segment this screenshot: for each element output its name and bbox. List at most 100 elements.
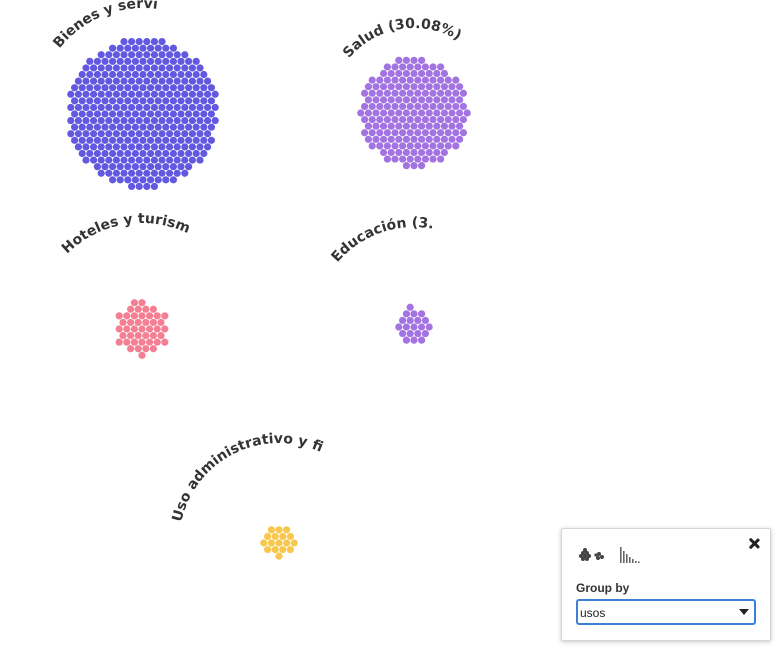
dot <box>158 143 165 150</box>
dot <box>117 150 124 157</box>
dot <box>403 136 410 143</box>
group-by-value: usos <box>580 606 605 620</box>
dot <box>98 91 105 98</box>
dot <box>452 76 459 83</box>
dot <box>287 533 294 540</box>
dot <box>117 97 124 104</box>
dot <box>275 526 282 533</box>
dot <box>426 136 433 143</box>
dot <box>403 323 410 330</box>
dot <box>170 163 177 170</box>
dot <box>135 332 142 339</box>
dot <box>113 104 120 111</box>
dot <box>181 170 188 177</box>
dot <box>67 117 74 124</box>
dot <box>456 123 463 130</box>
dot <box>79 97 86 104</box>
dot <box>119 319 126 326</box>
dot <box>117 58 124 65</box>
dot <box>410 96 417 103</box>
dot <box>410 337 417 344</box>
dot <box>161 312 168 319</box>
dot <box>128 156 135 163</box>
dot <box>384 155 391 162</box>
dot <box>158 64 165 71</box>
dot <box>441 123 448 130</box>
dot <box>441 136 448 143</box>
dot <box>151 64 158 71</box>
dot <box>403 70 410 77</box>
dot <box>422 116 429 123</box>
dot <box>79 150 86 157</box>
dot <box>124 58 131 65</box>
dot <box>143 143 150 150</box>
dot <box>388 109 395 116</box>
dot <box>132 84 139 91</box>
dot <box>136 38 143 45</box>
dot <box>162 58 169 65</box>
dot <box>151 38 158 45</box>
dot <box>212 117 219 124</box>
dot <box>158 156 165 163</box>
dot <box>452 116 459 123</box>
clusters-icon <box>578 545 606 565</box>
dot <box>391 76 398 83</box>
dot <box>98 143 105 150</box>
dot <box>399 63 406 70</box>
dot <box>109 163 116 170</box>
dot <box>189 91 196 98</box>
dot <box>136 117 143 124</box>
dot <box>268 526 275 533</box>
dot <box>407 330 414 337</box>
dot <box>155 150 162 157</box>
dot <box>441 96 448 103</box>
dot <box>128 170 135 177</box>
dot <box>395 323 402 330</box>
dot <box>162 110 169 117</box>
dot <box>369 90 376 97</box>
dot <box>139 71 146 78</box>
dot <box>139 84 146 91</box>
dot <box>79 124 86 131</box>
dot <box>82 130 89 137</box>
dot <box>86 58 93 65</box>
dot <box>166 130 173 137</box>
dot <box>86 137 93 144</box>
dot <box>143 117 150 124</box>
dot <box>407 304 414 311</box>
dot <box>365 96 372 103</box>
dot <box>128 38 135 45</box>
dot <box>426 323 433 330</box>
dot <box>132 176 139 183</box>
dot <box>426 109 433 116</box>
dot <box>414 116 421 123</box>
dot <box>82 104 89 111</box>
dot <box>279 533 286 540</box>
dot <box>143 38 150 45</box>
dot <box>204 143 211 150</box>
dot <box>433 136 440 143</box>
dot <box>361 90 368 97</box>
dot <box>135 306 142 313</box>
dot <box>162 176 169 183</box>
dot <box>181 117 188 124</box>
dot <box>143 183 150 190</box>
histogram-view-button[interactable] <box>619 545 641 565</box>
dot <box>105 143 112 150</box>
dot <box>395 123 402 130</box>
dot <box>170 110 177 117</box>
dot <box>162 71 169 78</box>
dot <box>128 183 135 190</box>
dot <box>414 103 421 110</box>
dot <box>399 142 406 149</box>
dot <box>418 136 425 143</box>
dot <box>101 58 108 65</box>
dot <box>391 63 398 70</box>
group-by-select[interactable]: usos <box>576 599 756 625</box>
dot <box>414 76 421 83</box>
dot <box>460 129 467 136</box>
dot <box>433 109 440 116</box>
close-icon[interactable] <box>746 536 762 552</box>
clusters-view-button[interactable] <box>578 545 606 565</box>
dot <box>456 96 463 103</box>
